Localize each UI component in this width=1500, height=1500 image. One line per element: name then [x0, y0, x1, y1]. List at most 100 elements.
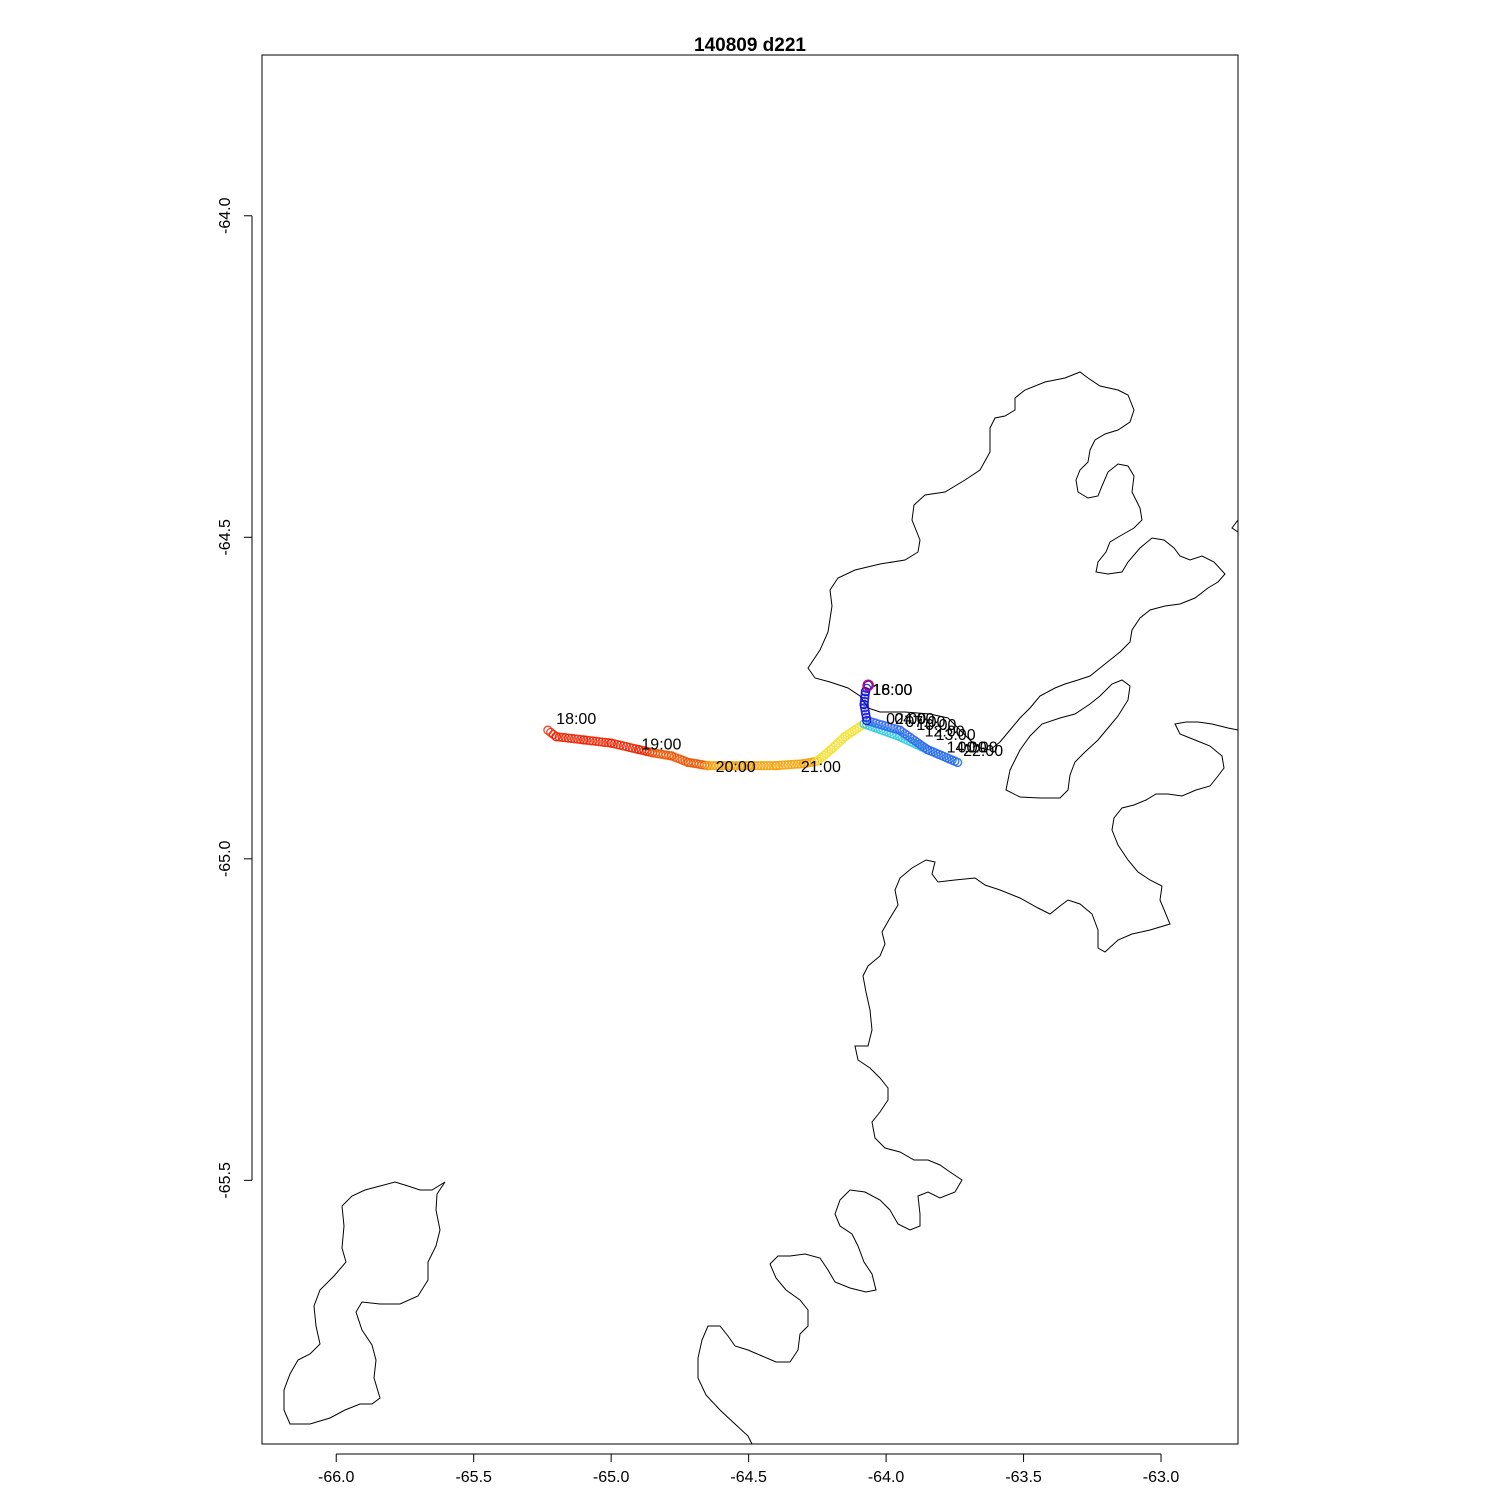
- time-label: 18:00: [872, 682, 912, 699]
- y-tick-label: -65.5: [217, 1162, 234, 1199]
- track-point: [860, 706, 870, 716]
- coastline-southwest-island: [283, 1181, 446, 1425]
- track-point: [717, 760, 727, 771]
- track-point: [723, 760, 733, 771]
- track-point: [849, 725, 860, 735]
- track-point: [591, 736, 601, 746]
- time-label: 19:00: [641, 737, 681, 754]
- track-point: [594, 736, 604, 747]
- time-label: 20:00: [716, 759, 756, 776]
- x-tick-label: -64.5: [730, 1469, 767, 1486]
- time-label: 00:00: [958, 740, 998, 757]
- time-label: 07:00: [905, 714, 945, 731]
- track-point: [768, 760, 778, 771]
- plot-title: 140809 d221: [694, 35, 806, 56]
- x-tick-label: -66.0: [318, 1469, 355, 1486]
- track-point: [711, 760, 721, 771]
- track-point: [833, 738, 843, 748]
- track-point: [842, 730, 852, 740]
- track-point: [789, 759, 800, 769]
- track-point: [702, 760, 713, 771]
- plot-frame: [261, 54, 1239, 1445]
- coastline-group: [283, 371, 1239, 1445]
- time-label: 02:00: [886, 711, 926, 728]
- track-point: [747, 760, 757, 771]
- y-tick-label: -65.0: [217, 840, 234, 877]
- x-tick-label: -65.5: [455, 1469, 492, 1486]
- time-label: 13:00: [936, 727, 976, 744]
- coastline-east-mainland: [697, 519, 1239, 1445]
- track-point: [569, 734, 580, 744]
- track-point: [762, 760, 772, 771]
- track-point: [726, 760, 736, 771]
- track-point: [735, 760, 745, 771]
- track-point: [783, 760, 793, 770]
- track-point: [831, 740, 841, 750]
- track-point: [759, 760, 769, 771]
- track-point: [750, 760, 760, 771]
- coastline-east-island: [1005, 679, 1131, 799]
- time-label: 04:00: [894, 711, 934, 728]
- track-point: [729, 760, 739, 771]
- track-point: [554, 732, 564, 742]
- track-point: [563, 733, 574, 743]
- track-point: [708, 760, 718, 771]
- time-label: 16:00: [872, 682, 912, 699]
- coastline-north-peninsula: [807, 371, 1226, 751]
- track-point: [741, 760, 751, 771]
- track-point: [597, 737, 607, 747]
- y-tick-label: -64.0: [217, 197, 234, 234]
- y-tick-label: -64.5: [217, 519, 234, 556]
- track-point: [714, 760, 724, 771]
- track-point: [743, 760, 754, 771]
- track-point: [771, 760, 781, 771]
- track-point: [852, 723, 862, 734]
- time-label: 10:00: [916, 717, 956, 734]
- track-point: [847, 727, 857, 737]
- track-point: [795, 759, 806, 769]
- track-point: [575, 734, 586, 745]
- track-point: [861, 712, 871, 722]
- x-tick-label: -64.0: [868, 1469, 905, 1486]
- track-point: [572, 734, 583, 744]
- x-tick-label: -63.0: [1143, 1469, 1180, 1486]
- track-point: [860, 690, 870, 700]
- track-point: [588, 736, 598, 746]
- track-point: [765, 760, 775, 771]
- time-label: 14:00: [947, 740, 987, 757]
- track-point: [859, 703, 870, 713]
- track-point: [835, 736, 845, 746]
- track-point: [792, 759, 803, 769]
- track-point: [753, 760, 763, 771]
- track-point: [861, 709, 871, 719]
- glider-track: [543, 679, 963, 771]
- time-label: 12:00: [925, 724, 965, 741]
- x-tick-label: -65.0: [593, 1469, 630, 1486]
- track-point: [860, 693, 870, 703]
- track-point: [560, 733, 570, 743]
- track-point: [551, 731, 561, 742]
- axes: -66.0 -65.5 -65.0 -64.5 -64.0 -63.5 -63.0 -64.0…: [217, 197, 1179, 1486]
- track-point: [859, 696, 870, 706]
- track-point: [774, 760, 784, 771]
- track-point: [777, 760, 787, 770]
- track-point: [756, 760, 766, 771]
- track-point: [845, 728, 855, 739]
- track-point: [780, 760, 790, 770]
- track-start-point: [862, 679, 874, 691]
- time-label: 21:00: [801, 759, 841, 776]
- track-point: [840, 731, 850, 742]
- track-point: [705, 760, 715, 771]
- time-label: 18:00: [556, 711, 596, 728]
- track-point: [738, 760, 748, 771]
- track-point: [603, 738, 613, 748]
- track-point: [585, 735, 595, 746]
- track-point: [863, 680, 873, 690]
- track-point: [720, 760, 730, 771]
- track-point: [786, 759, 797, 770]
- track-point: [548, 729, 559, 740]
- track-point: [862, 715, 872, 726]
- time-label: 22:00: [963, 743, 1003, 760]
